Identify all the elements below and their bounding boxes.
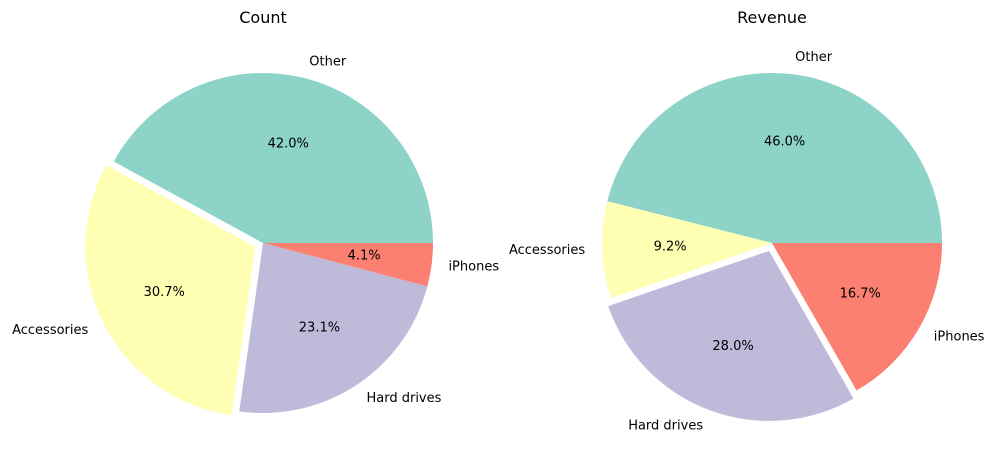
revenue-pie-chart: Revenue Other 46.0% Accessories 9.2% Hard dr… <box>509 8 985 433</box>
slice-percent-other: 42.0% <box>268 137 309 152</box>
slice-percent-accessories: 9.2% <box>654 240 687 255</box>
slice-percent-accessories: 30.7% <box>144 285 185 300</box>
slice-label-hard-drives: Hard drives <box>628 418 703 433</box>
chart-title: Count <box>239 8 287 27</box>
pie-slice-other <box>113 73 433 243</box>
slice-percent-other: 46.0% <box>764 134 805 149</box>
pie-slice-iphones <box>772 243 942 391</box>
pie-slice-accessories <box>602 201 772 299</box>
slice-label-hard-drives: Hard drives <box>366 391 441 406</box>
slice-label-iphones: iPhones <box>934 329 985 344</box>
chart-title: Revenue <box>737 8 807 27</box>
pie-slice-other <box>607 72 942 244</box>
slice-percent-hard-drives: 23.1% <box>299 320 340 335</box>
pie-slices <box>602 72 942 421</box>
slice-label-other: Other <box>795 50 833 65</box>
pie-slices <box>85 73 433 416</box>
pie-slice-accessories <box>85 165 256 416</box>
pie-labels: Other 46.0% Accessories 9.2% Hard drives 28.0… <box>509 50 985 434</box>
pie-slice-hard-drives <box>239 243 428 414</box>
slice-label-iphones: iPhones <box>448 260 499 275</box>
pie-labels: Other 42.0% Accessories 30.7% Hard drives 23.… <box>12 54 499 406</box>
slice-percent-hard-drives: 28.0% <box>712 339 753 354</box>
slice-label-other: Other <box>309 54 347 69</box>
slice-label-accessories: Accessories <box>12 323 88 338</box>
count-pie-chart: Count Other 42.0% Accessories 30.7% Hard dri… <box>12 8 499 416</box>
pie-slice-hard-drives <box>608 250 854 421</box>
slice-label-accessories: Accessories <box>509 243 585 258</box>
pie-slice-iphones <box>263 243 433 287</box>
slice-percent-iphones: 4.1% <box>348 249 381 264</box>
slice-percent-iphones: 16.7% <box>840 287 881 302</box>
